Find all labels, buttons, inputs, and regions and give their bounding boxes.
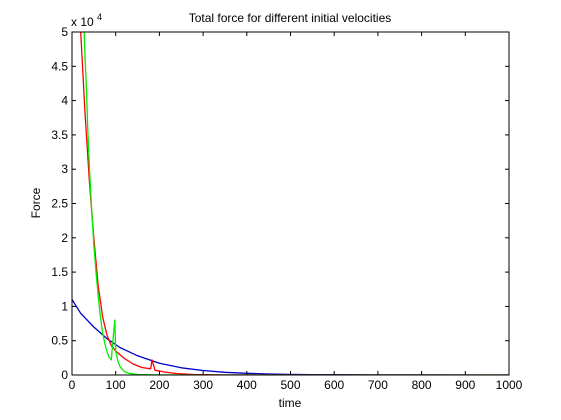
x-tick-label: 300 (193, 378, 213, 392)
x-tick-label: 400 (237, 378, 257, 392)
x-tick-label: 600 (324, 378, 344, 392)
x-tick-label: 100 (106, 378, 126, 392)
x-axis: 0 100 200 300 400 500 600 700 800 900 1000 (69, 32, 523, 392)
y-tick-label: 4.5 (51, 59, 68, 73)
y-tick-label: 1.5 (51, 265, 68, 279)
y-tick-label: 5 (61, 25, 68, 39)
x-tick-label: 0 (69, 378, 76, 392)
y-multiplier-exponent: 4 (97, 12, 102, 22)
x-tick-label: 800 (412, 378, 432, 392)
y-tick-label: 0 (61, 368, 68, 382)
y-tick-label: 4 (61, 94, 68, 108)
x-axis-label: time (279, 396, 302, 410)
y-tick-label: 0.5 (51, 334, 68, 348)
svg-text:x 10 4: x 10 4 (71, 12, 102, 29)
x-tick-label: 500 (280, 378, 300, 392)
y-axis: 0 0.5 1 1.5 2 2.5 3 3.5 4 4.5 5 (51, 25, 509, 382)
x-tick-label: 900 (455, 378, 475, 392)
x-tick-label: 200 (149, 378, 169, 392)
chart-title: Total force for different initial veloci… (189, 11, 392, 25)
y-axis-label: Force (29, 187, 43, 218)
y-multiplier-base: x 10 (71, 15, 94, 29)
y-multiplier: x 10 4 (71, 12, 102, 29)
x-tick-label: 700 (368, 378, 388, 392)
y-tick-label: 2.5 (51, 197, 68, 211)
plot-area (72, 32, 509, 375)
y-tick-label: 1 (61, 299, 68, 313)
x-tick-label: 1000 (496, 378, 523, 392)
y-tick-label: 3.5 (51, 128, 68, 142)
series-line-3 (83, 32, 509, 375)
y-tick-label: 3 (61, 162, 68, 176)
y-tick-label: 2 (61, 231, 68, 245)
